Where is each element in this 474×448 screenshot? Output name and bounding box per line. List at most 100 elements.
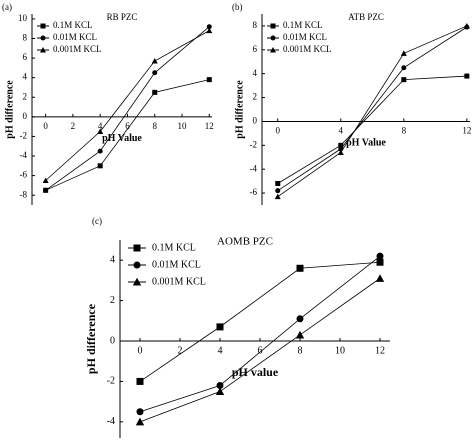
legend-marker [40, 35, 46, 41]
legend-label: 0.01M KCL [53, 32, 97, 42]
legend-marker [270, 47, 276, 53]
series-line [139, 255, 381, 413]
marker [97, 148, 103, 154]
x-tick-label: 10 [335, 345, 345, 356]
chart: (b) ATB PZC -6 -4 -2 0 2 4 6 8 0 4 8 12 pH Value pH dif… [232, 2, 471, 205]
series-line [45, 79, 210, 191]
y-tick-label: 4 [110, 255, 115, 266]
marker [338, 142, 344, 148]
series-line [139, 278, 381, 423]
marker [337, 149, 344, 155]
series-line [45, 26, 210, 191]
marker [206, 77, 212, 83]
legend-label: 0.01M KCL [152, 259, 201, 270]
y-tick-label: 6 [23, 52, 28, 62]
marker [152, 89, 158, 95]
chart-title: RB PZC [107, 12, 138, 22]
x-tick-label: 10 [178, 121, 188, 131]
y-tick-label: 2 [23, 91, 28, 101]
y-tick-label: -8 [20, 189, 28, 199]
y-tick-label: -4 [250, 163, 258, 173]
marker [376, 252, 384, 260]
legend-marker [133, 244, 141, 252]
x-tick-label: 0 [138, 345, 143, 356]
x-tick-label: 2 [71, 121, 76, 131]
marker [136, 408, 144, 416]
x-axis-label: pH Value [102, 133, 142, 144]
marker [42, 177, 49, 184]
marker [463, 22, 470, 29]
legend-marker [40, 47, 46, 53]
marker [206, 24, 212, 30]
legend-label: 0.1M KCL [283, 20, 323, 30]
marker [274, 193, 281, 200]
chart-title: AOMB PZC [217, 236, 273, 248]
y-tick-label: 8 [253, 20, 258, 30]
x-tick-label: 4 [218, 345, 223, 356]
x-tick-label: 12 [205, 121, 214, 131]
legend-label: 0.001M KCL [152, 276, 206, 287]
marker [151, 58, 158, 64]
y-axis-label: pH difference [4, 80, 15, 139]
marker [401, 65, 407, 71]
x-tick-label: 2 [178, 345, 183, 356]
legend-marker [270, 35, 276, 41]
x-tick-label: 12 [375, 345, 385, 356]
panel-label: (a) [2, 2, 12, 12]
chart-title: ATB PZC [348, 12, 384, 22]
marker [136, 377, 144, 385]
marker [43, 187, 49, 193]
x-tick-label: 8 [402, 126, 407, 136]
y-tick-label: -2 [20, 130, 28, 140]
y-tick-label: 2 [253, 92, 258, 102]
series-line [277, 75, 467, 184]
marker [295, 330, 305, 339]
x-tick-label: 8 [298, 345, 303, 356]
legend-marker [40, 23, 46, 29]
legend-marker [132, 277, 142, 286]
marker [135, 417, 145, 426]
marker [215, 387, 225, 396]
panel-label: (b) [232, 2, 243, 12]
marker [97, 128, 104, 135]
chart: (a) RB PZC -8 -6 -4 -2 0 2 4 6 8 10 0 2 4 6 8 10 12 pH Valu… [2, 2, 214, 205]
marker [296, 315, 304, 323]
y-axis-label: pH difference [84, 303, 98, 374]
marker [216, 381, 224, 389]
y-tick-label: -4 [20, 150, 28, 160]
marker [206, 27, 213, 34]
series-line [45, 30, 210, 181]
legend-label: 0.001M KCL [53, 44, 102, 54]
x-tick-label: 4 [98, 121, 103, 131]
y-tick-label: 4 [23, 72, 28, 82]
y-tick-label: -2 [107, 376, 115, 387]
y-tick-label: 0 [253, 116, 258, 126]
y-tick-label: -4 [107, 416, 115, 427]
y-axis-label: pH difference [234, 80, 245, 139]
x-tick-label: 8 [152, 121, 157, 131]
marker [275, 188, 281, 194]
x-tick-label: 4 [339, 126, 344, 136]
legend-marker [270, 23, 276, 29]
marker [275, 181, 281, 187]
legend-label: 0.01M KCL [283, 32, 327, 42]
y-tick-label: -6 [20, 170, 28, 180]
x-tick-label: 6 [258, 345, 263, 356]
legend-label: 0.1M KCL [152, 242, 196, 253]
x-tick-label: 6 [125, 121, 130, 131]
series-line [277, 25, 468, 197]
marker [97, 163, 103, 169]
x-axis-label: pH Value [346, 138, 386, 149]
marker [296, 264, 304, 272]
y-tick-label: -6 [250, 187, 258, 197]
y-tick-label: 10 [18, 13, 28, 23]
series-line [277, 26, 468, 192]
y-tick-label: 0 [23, 111, 28, 121]
legend-label: 0.001M KCL [283, 44, 332, 54]
legend-label: 0.1M KCL [53, 20, 93, 30]
y-tick-label: 8 [23, 33, 28, 43]
y-tick-label: 4 [253, 68, 258, 78]
marker [376, 258, 384, 266]
